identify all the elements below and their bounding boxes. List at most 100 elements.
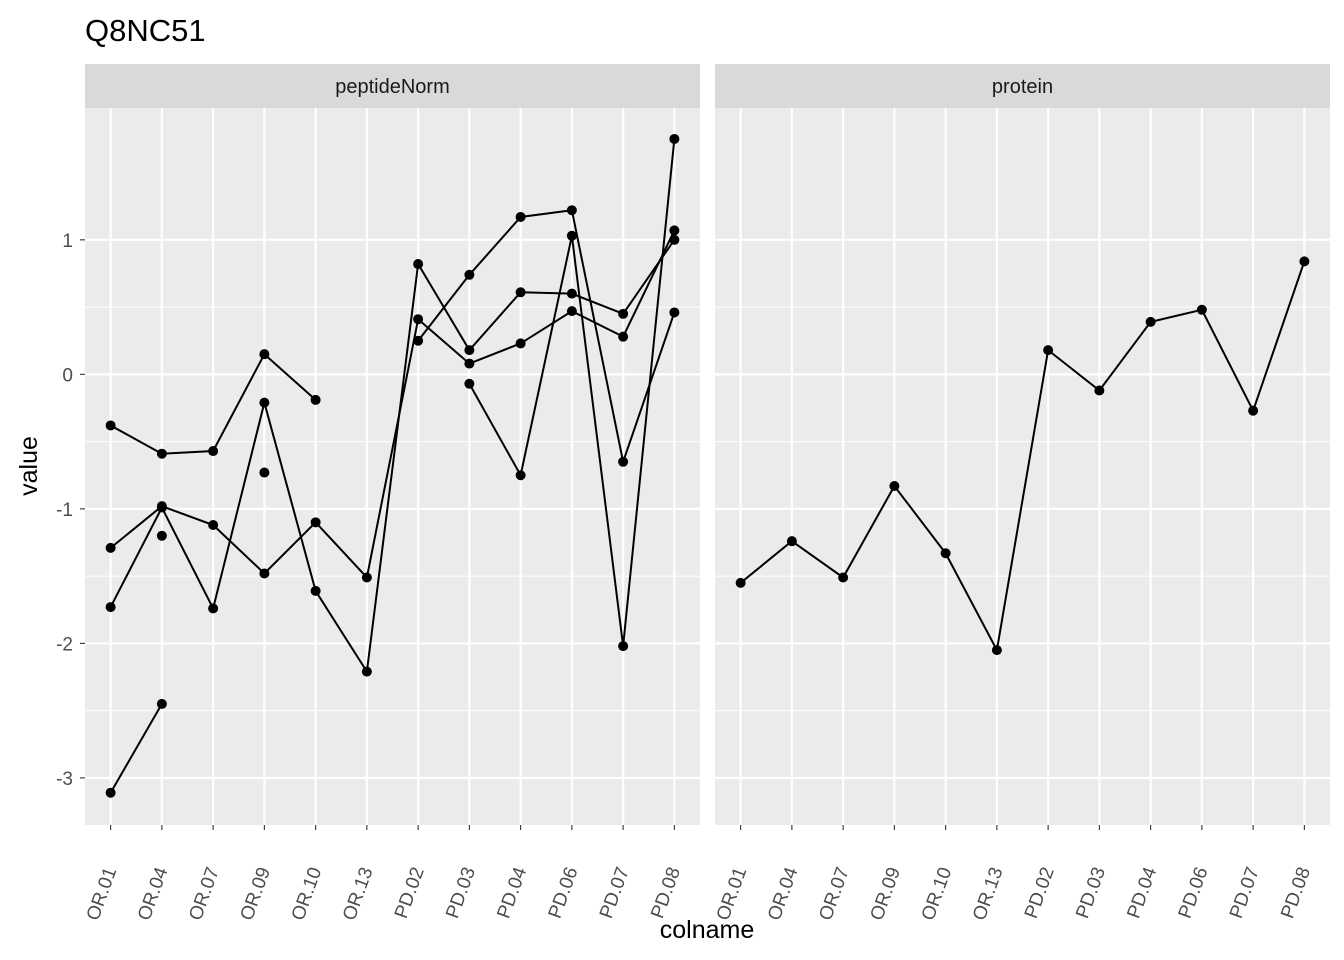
x-tick-label: OR.09 <box>237 865 276 924</box>
data-point <box>669 234 680 245</box>
data-point <box>566 230 577 241</box>
data-point <box>208 446 219 457</box>
series-line <box>109 229 676 580</box>
data-point <box>464 269 475 280</box>
data-point <box>991 645 1002 656</box>
data-point <box>618 331 629 342</box>
data-point <box>515 338 526 349</box>
data-point <box>156 502 167 513</box>
x-tick-label: PD.02 <box>1021 865 1059 922</box>
data-point <box>1145 316 1156 327</box>
data-point <box>105 787 116 798</box>
data-point <box>735 577 746 588</box>
data-point <box>889 481 900 492</box>
series-line <box>739 261 1306 654</box>
y-axis-title: value <box>15 436 43 496</box>
x-tick-label: PD.08 <box>647 865 685 922</box>
data-point <box>156 530 167 541</box>
x-tick-label: OR.07 <box>185 865 224 924</box>
x-tick-label: PD.07 <box>1226 865 1264 922</box>
data-point <box>259 397 270 408</box>
x-tick-label: OR.10 <box>288 865 327 924</box>
x-tick-label: OR.01 <box>713 865 752 924</box>
data-point <box>259 467 270 478</box>
panel-protein: protein OR.01 OR.04 OR.07 OR.09 OR.10 OR.13 PD.… <box>713 64 1330 923</box>
data-point <box>515 470 526 481</box>
facet-strip-label: protein <box>992 76 1053 98</box>
data-point <box>515 211 526 222</box>
data-point <box>618 641 629 652</box>
y-tick-label: -2 <box>56 634 73 655</box>
panel-peptideNorm: peptideNorm OR.01 OR.04 OR.07 OR.09 OR.10 OR.1… <box>83 64 700 923</box>
data-point <box>208 603 219 614</box>
x-tick-label: OR.04 <box>764 864 803 923</box>
x-tick-label: OR.04 <box>134 864 173 923</box>
data-point <box>464 378 475 389</box>
data-point <box>669 225 680 236</box>
x-tick-label: OR.13 <box>339 865 378 924</box>
data-point <box>515 287 526 298</box>
data-point <box>259 568 270 579</box>
data-point <box>310 585 321 596</box>
y-tick-label: 1 <box>62 231 73 252</box>
data-point <box>1248 405 1259 416</box>
x-axis-title: colname <box>660 916 755 944</box>
data-point <box>566 306 577 317</box>
panel-background <box>715 108 1330 825</box>
data-point <box>1094 385 1105 396</box>
data-point <box>413 259 424 270</box>
data-point <box>566 288 577 299</box>
data-point <box>566 205 577 216</box>
facet-strip <box>85 64 700 108</box>
data-point <box>105 542 116 553</box>
x-tick-label: PD.03 <box>1072 865 1110 922</box>
data-point <box>361 666 372 677</box>
data-point <box>618 308 629 319</box>
x-tick-label: PD.08 <box>1277 865 1315 922</box>
data-point <box>838 572 849 583</box>
data-point <box>618 456 629 467</box>
data-point <box>105 420 116 431</box>
data-point <box>1043 345 1054 356</box>
x-tick-label: OR.10 <box>918 865 957 924</box>
data-point <box>413 314 424 325</box>
x-tick-label: OR.09 <box>867 865 906 924</box>
data-point <box>940 548 951 559</box>
data-point <box>310 394 321 405</box>
x-tick-label: PD.02 <box>391 865 429 922</box>
facet-strip-label: peptideNorm <box>335 76 450 98</box>
x-tick-label: PD.04 <box>1124 864 1162 921</box>
data-point <box>1299 256 1310 267</box>
y-tick-label: 0 <box>62 365 73 386</box>
x-tick-label: OR.01 <box>83 865 122 924</box>
x-tick-label: PD.07 <box>596 865 634 922</box>
x-tick-label: PD.06 <box>545 865 583 922</box>
data-point <box>156 448 167 459</box>
data-point <box>105 602 116 613</box>
x-tick-label: PD.04 <box>494 864 532 921</box>
x-tick-label: PD.06 <box>1175 865 1213 922</box>
chart-title: Q8NC51 <box>85 13 206 48</box>
data-point <box>1196 304 1207 315</box>
facet-panels: -3 -2 -1 0 1 peptideNorm OR.01 OR.04 OR.07 OR.09 O… <box>56 64 1330 923</box>
data-point <box>464 345 475 356</box>
data-point <box>208 520 219 531</box>
data-point <box>464 358 475 369</box>
x-tick-label: OR.13 <box>969 865 1008 924</box>
facet-strip <box>715 64 1330 108</box>
data-point <box>786 536 797 547</box>
x-tick-label: OR.07 <box>815 865 854 924</box>
data-point <box>361 572 372 583</box>
data-point <box>259 349 270 360</box>
y-tick-label: -1 <box>56 500 73 521</box>
series-line <box>109 703 163 794</box>
x-tick-label: PD.03 <box>442 865 480 922</box>
series-line <box>417 209 676 466</box>
y-tick-label: -3 <box>56 769 73 790</box>
data-point <box>156 698 167 709</box>
data-point <box>669 133 680 144</box>
data-point <box>310 517 321 528</box>
data-point <box>413 335 424 346</box>
data-point <box>669 307 680 318</box>
